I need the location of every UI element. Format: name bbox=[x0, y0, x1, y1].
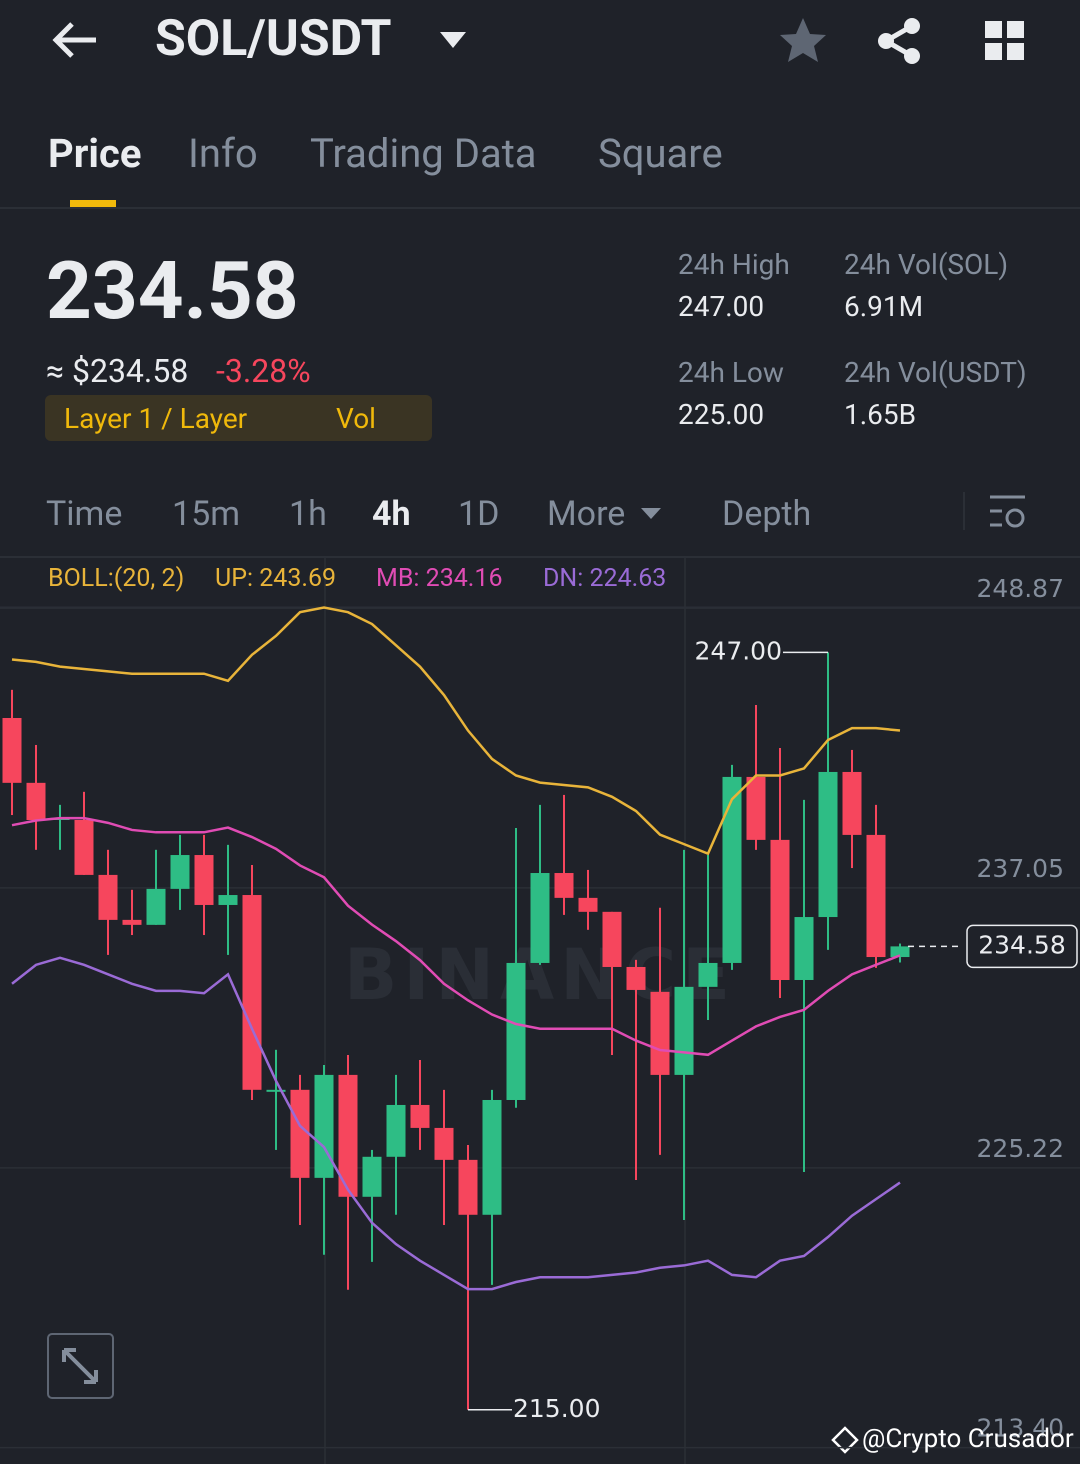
candle-body bbox=[794, 917, 814, 980]
candle-body bbox=[122, 919, 142, 925]
candle-body bbox=[218, 895, 238, 905]
tab[interactable]: Square bbox=[598, 130, 723, 177]
legend-entry: MB: 234.16 bbox=[376, 564, 503, 593]
candle-body bbox=[266, 1089, 286, 1092]
candle-body bbox=[842, 771, 862, 835]
candle-body bbox=[602, 911, 622, 967]
candle-body bbox=[746, 776, 766, 840]
dropdown-icon[interactable] bbox=[641, 508, 661, 519]
tab-underline bbox=[70, 200, 116, 207]
fiat-price: ≈ $234.58 bbox=[46, 352, 189, 390]
tag-link[interactable]: Vol bbox=[336, 402, 376, 435]
candle-body bbox=[530, 873, 550, 963]
candle-body bbox=[890, 946, 910, 958]
last-price-box bbox=[966, 924, 1078, 969]
y-tick-label: 213.40 bbox=[977, 1414, 1064, 1443]
candle-body bbox=[434, 1127, 454, 1160]
stat-label: 24h Low bbox=[678, 356, 784, 389]
candle-body bbox=[458, 1159, 478, 1215]
stat-label: 24h Vol(SOL) bbox=[844, 248, 1009, 281]
interval[interactable]: 1h bbox=[289, 494, 327, 534]
expand-icon bbox=[62, 1348, 98, 1384]
candle-body bbox=[314, 1074, 334, 1178]
star-icon[interactable] bbox=[780, 18, 826, 62]
candle-body bbox=[554, 873, 574, 898]
stat-label: 24h Vol(USDT) bbox=[844, 356, 1027, 389]
candle-body bbox=[2, 717, 22, 783]
candle-body bbox=[26, 782, 46, 821]
interval[interactable]: 1D bbox=[458, 494, 500, 534]
candle-body bbox=[506, 962, 526, 1100]
dropdown-icon[interactable] bbox=[440, 32, 466, 48]
stat-label: 24h High bbox=[678, 248, 790, 281]
candle-body bbox=[698, 962, 718, 987]
pair-title[interactable]: SOL/USDT bbox=[155, 10, 392, 68]
candle-body bbox=[98, 874, 118, 920]
tag-box[interactable] bbox=[45, 395, 432, 441]
band-line bbox=[11, 956, 901, 1291]
candle-body bbox=[194, 855, 214, 905]
candle-body bbox=[74, 820, 94, 875]
interval[interactable]: 4h bbox=[372, 494, 411, 534]
low-label: 215.00 bbox=[513, 1394, 600, 1423]
candle-body bbox=[338, 1074, 358, 1197]
y-tick-label: 248.87 bbox=[977, 574, 1064, 603]
candle-body bbox=[578, 897, 598, 912]
band-line bbox=[11, 816, 901, 1057]
interval[interactable]: Time bbox=[46, 494, 123, 534]
tab[interactable]: Info bbox=[188, 130, 258, 177]
candle-body bbox=[170, 855, 190, 889]
band-line bbox=[11, 606, 901, 856]
legend-entry: UP: 243.69 bbox=[215, 564, 337, 593]
last-price: 234.58 bbox=[46, 244, 299, 338]
expand-button[interactable] bbox=[47, 1333, 114, 1399]
tab[interactable]: Trading Data bbox=[310, 130, 537, 177]
grid-icon[interactable] bbox=[985, 21, 1024, 60]
candle-body bbox=[410, 1104, 430, 1128]
stat-value: 247.00 bbox=[678, 290, 765, 323]
interval[interactable]: 15m bbox=[172, 494, 241, 534]
candle-body bbox=[290, 1089, 310, 1178]
candle-body bbox=[674, 986, 694, 1075]
interval[interactable]: More bbox=[547, 494, 626, 534]
y-tick-label: 237.05 bbox=[977, 854, 1064, 883]
candle-body bbox=[626, 966, 646, 990]
stat-value: 225.00 bbox=[678, 398, 765, 431]
indicator-label: BOLL:(20, 2) bbox=[48, 564, 185, 593]
candle-body bbox=[866, 834, 886, 958]
last-price-label: 234.58 bbox=[978, 930, 1065, 959]
tag[interactable]: Layer 1 / Layer bbox=[64, 402, 248, 435]
high-label: 247.00 bbox=[695, 636, 782, 665]
price-change: -3.28% bbox=[216, 352, 311, 390]
candle-body bbox=[818, 771, 838, 918]
candle-body bbox=[362, 1156, 382, 1197]
candle-body bbox=[482, 1099, 502, 1215]
candle-body bbox=[386, 1104, 406, 1157]
candle-body bbox=[146, 888, 166, 925]
candle-body bbox=[722, 776, 742, 963]
share-icon[interactable] bbox=[878, 18, 920, 64]
candle-body bbox=[242, 895, 262, 1090]
watermark-icon bbox=[831, 1426, 859, 1454]
candle-body bbox=[770, 839, 790, 980]
tab[interactable]: Price bbox=[48, 130, 142, 177]
back-icon[interactable] bbox=[52, 22, 96, 58]
candle-body bbox=[650, 991, 670, 1075]
stat-value: 1.65B bbox=[844, 398, 917, 431]
stat-value: 6.91M bbox=[844, 290, 924, 323]
interval[interactable]: Depth bbox=[722, 494, 812, 534]
watermark: @Crypto Crusador bbox=[862, 1424, 1074, 1454]
y-tick-label: 225.22 bbox=[977, 1134, 1064, 1163]
settings-icon[interactable] bbox=[990, 495, 1025, 528]
legend-entry: DN: 224.63 bbox=[543, 564, 667, 593]
